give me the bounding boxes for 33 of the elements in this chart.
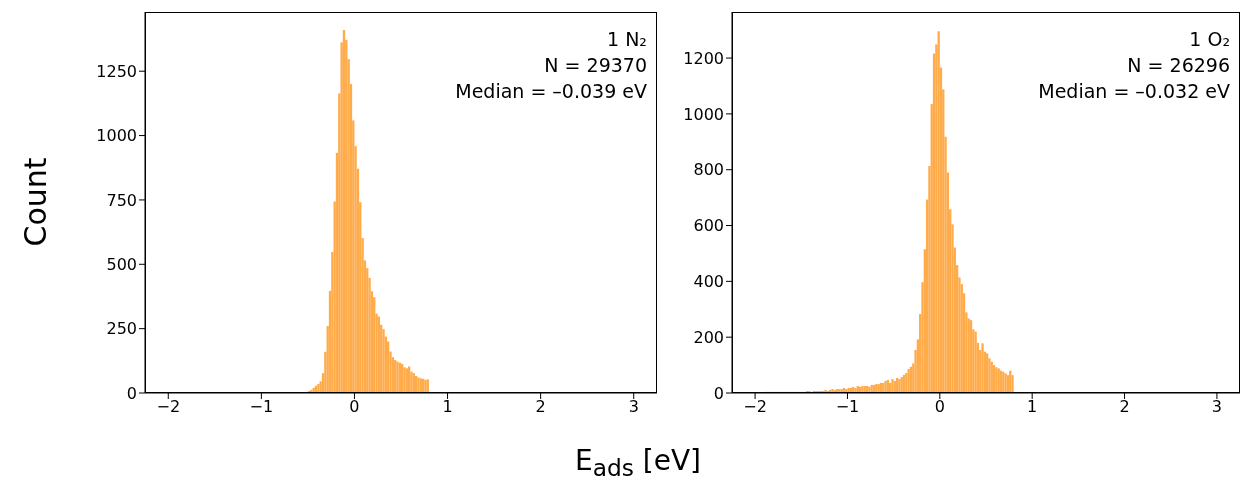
- x-tick-label: 1: [442, 397, 453, 417]
- y-tick-label: 1000: [683, 104, 724, 124]
- y-tick-label: 0: [126, 383, 137, 403]
- x-tick-label: −1: [835, 397, 860, 417]
- annotation: N = 26296: [1126, 53, 1230, 78]
- y-axis-title: Count: [17, 157, 53, 247]
- annotation: Median = –0.039 eV: [455, 79, 647, 104]
- y-tick-label: 400: [693, 272, 724, 292]
- x-tick-label: 0: [349, 397, 360, 417]
- x-tick-label: −2: [743, 397, 767, 417]
- y-tick-label: 500: [106, 254, 137, 274]
- annotation: N = 29370: [543, 53, 647, 78]
- annotation: 1 O₂: [1188, 27, 1230, 52]
- y-tick-label: 1000: [96, 126, 137, 146]
- y-tick-label: 250: [106, 319, 137, 339]
- y-tick-label: 200: [693, 327, 724, 347]
- x-tick-label: 1: [1027, 397, 1038, 417]
- x-tick-label: 0: [934, 397, 945, 417]
- x-tick-label: 2: [535, 397, 546, 417]
- x-tick-label: −2: [156, 397, 181, 417]
- x-tick-label: −1: [249, 397, 274, 417]
- annotation: 1 N₂: [606, 27, 647, 52]
- y-tick-label: 1200: [683, 48, 724, 68]
- x-tick-label: 3: [628, 397, 639, 417]
- annotation: Median = –0.032 eV: [1038, 79, 1230, 104]
- x-tick-label: 2: [1119, 397, 1130, 417]
- x-axis-title: E$_{ads}$ [eV]: [574, 443, 702, 483]
- y-tick-label: 0: [713, 383, 724, 403]
- x-tick-label: 3: [1211, 397, 1222, 417]
- y-tick-label: 800: [693, 160, 724, 180]
- y-tick-label: 750: [106, 190, 137, 210]
- y-tick-label: 1250: [96, 61, 137, 81]
- y-tick-label: 600: [693, 216, 724, 236]
